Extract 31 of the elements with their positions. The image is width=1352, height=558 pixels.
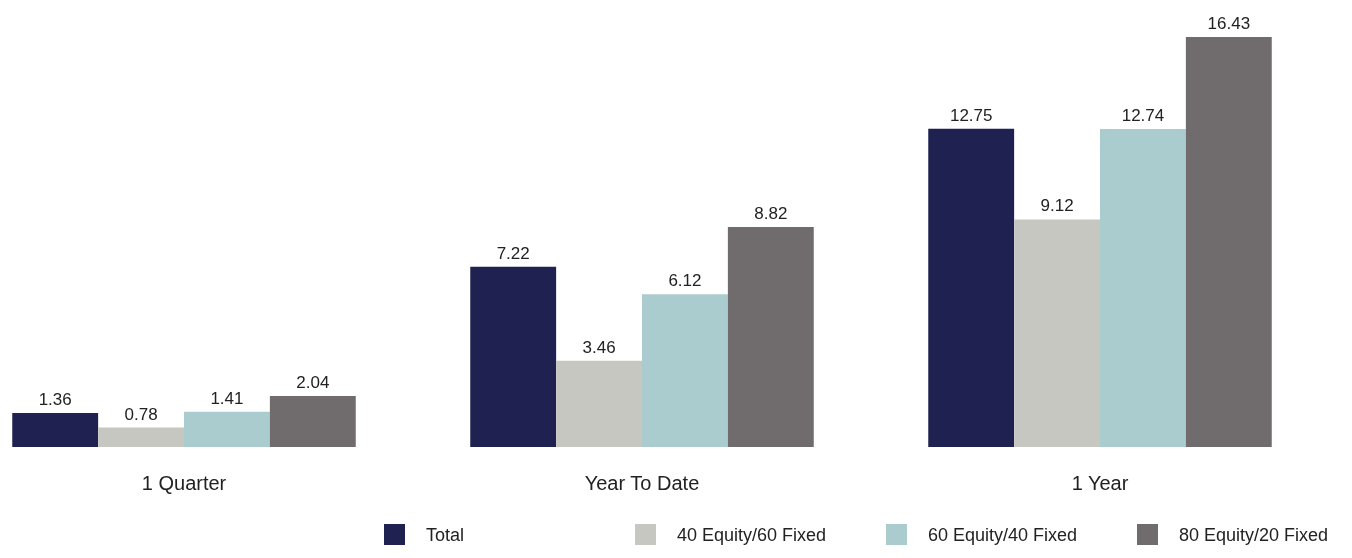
data-label: 0.78	[124, 404, 158, 424]
bar	[556, 360, 642, 447]
bar	[1185, 37, 1272, 447]
legend-label: 60 Equity/40 Fixed	[928, 524, 1078, 545]
legend-label: 80 Equity/20 Fixed	[1179, 524, 1329, 545]
data-label: 8.82	[754, 203, 788, 223]
legend-label: Total	[426, 524, 465, 545]
bar	[98, 427, 184, 447]
data-label: 3.46	[582, 337, 616, 357]
x-tick-label: Year To Date	[584, 472, 700, 494]
bar	[928, 128, 1015, 447]
bar	[269, 396, 356, 447]
data-label: 9.12	[1040, 196, 1074, 216]
data-label: 7.22	[496, 243, 530, 263]
x-tick-label: 1 Quarter	[141, 472, 227, 494]
x-tick-label: 1 Year	[1071, 472, 1129, 494]
legend-label: 40 Equity/60 Fixed	[677, 524, 827, 545]
bar	[1014, 219, 1100, 447]
data-label: 12.74	[1121, 106, 1165, 126]
data-label: 12.75	[949, 105, 993, 125]
data-label: 1.36	[38, 390, 72, 410]
bar	[184, 411, 270, 447]
data-label: 1.41	[210, 388, 244, 408]
bar	[642, 294, 728, 447]
bar	[727, 226, 814, 447]
bar	[12, 413, 99, 447]
bar	[1100, 129, 1186, 447]
data-label: 2.04	[296, 373, 330, 393]
bar	[470, 266, 557, 447]
data-label: 6.12	[668, 271, 702, 291]
data-label: 16.43	[1207, 14, 1251, 33]
